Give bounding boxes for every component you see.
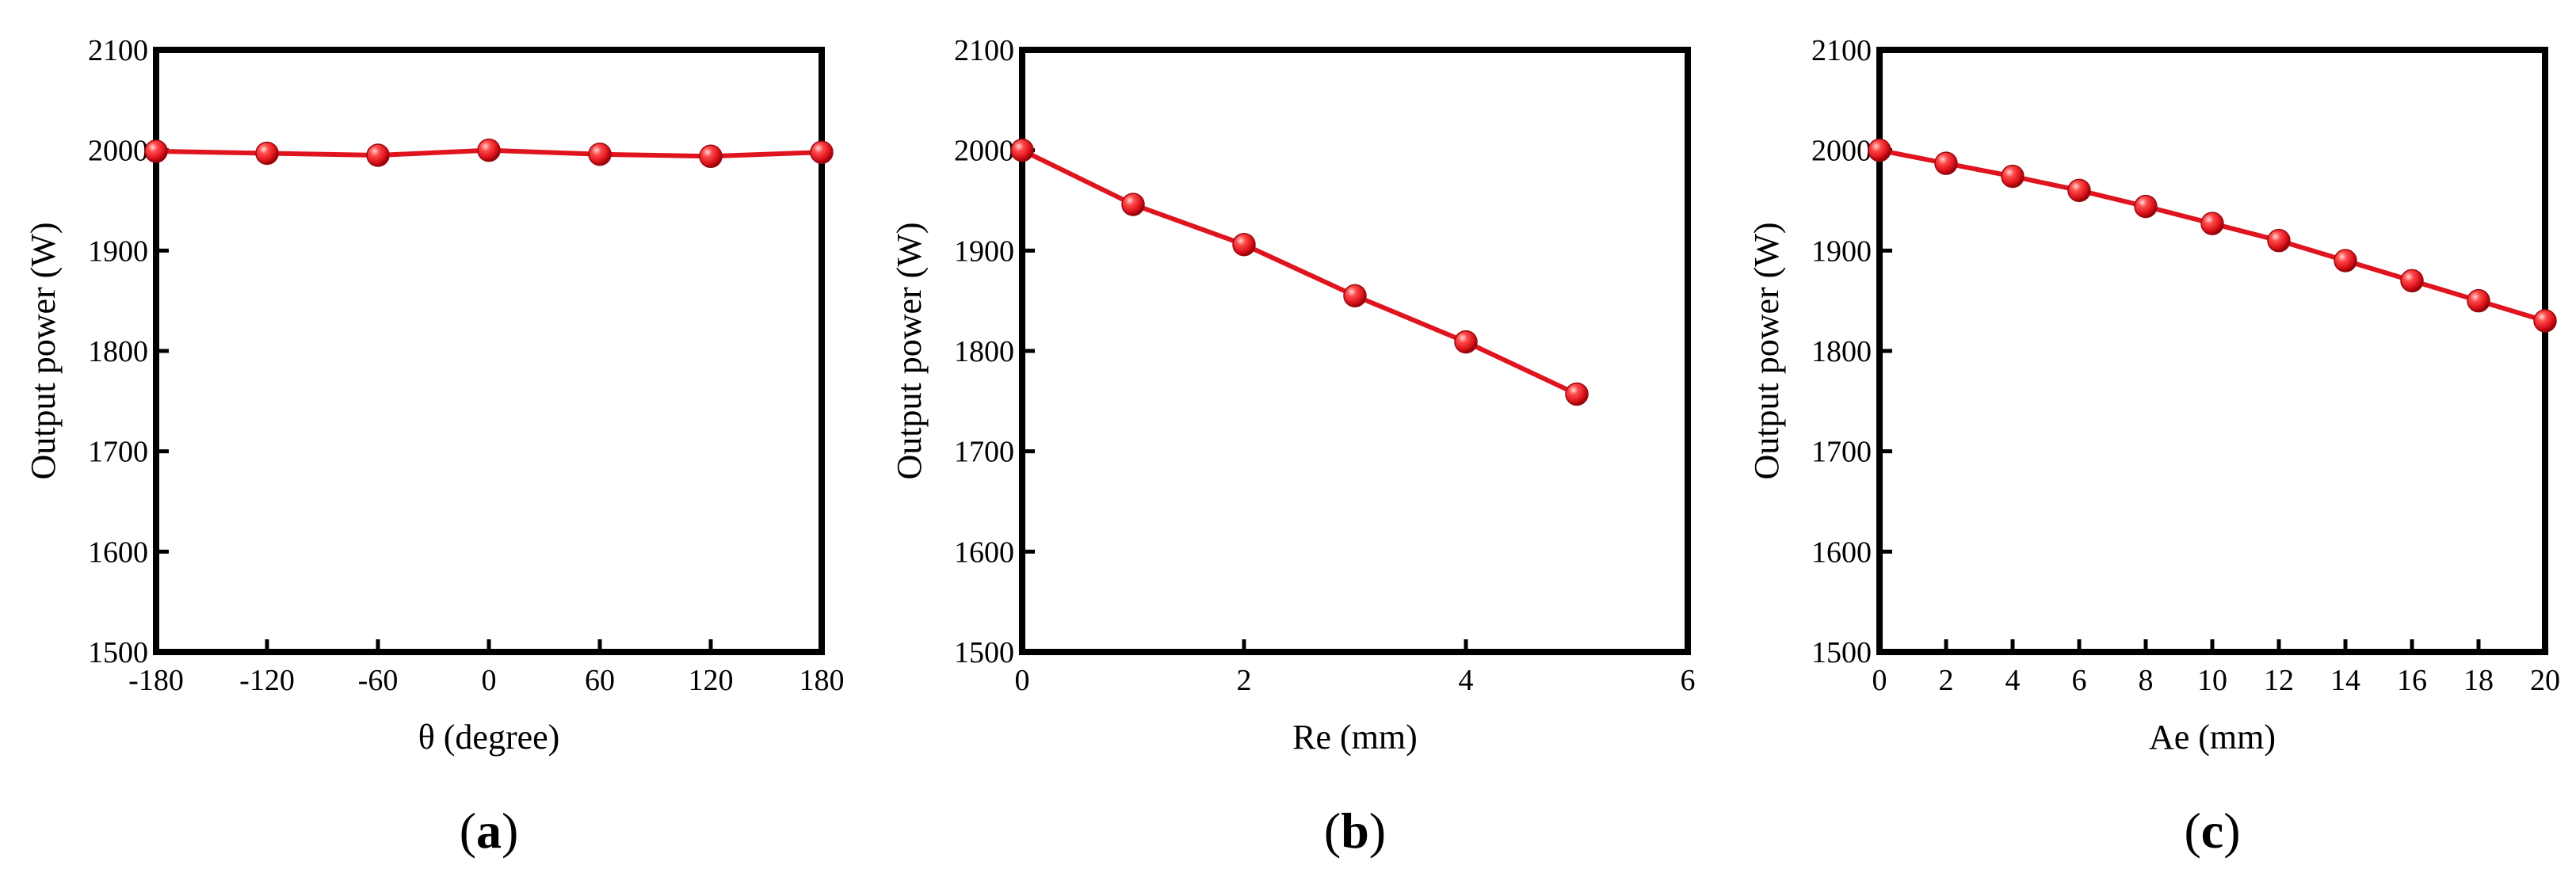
data-point [1121, 193, 1145, 216]
y-axis-label: Output power (W) [1747, 222, 1786, 479]
x-tick-label: 4 [1459, 664, 1474, 697]
panel-label: (a) [460, 802, 519, 859]
data-point [1343, 284, 1367, 308]
x-tick-label: 0 [1015, 664, 1030, 697]
y-tick-label: 1700 [1811, 436, 1872, 469]
data-point [588, 142, 612, 166]
y-tick-label: 1500 [1811, 636, 1872, 669]
y-axis-label: Output power (W) [890, 222, 929, 479]
x-tick-label: 2 [1237, 664, 1252, 697]
data-point [1868, 138, 1891, 162]
y-axis-label: Output power (W) [24, 222, 63, 479]
data-point [2200, 212, 2224, 235]
y-tick-label: 1800 [88, 335, 148, 368]
x-tick-label: 8 [2139, 664, 2154, 697]
x-axis-label: Re (mm) [1292, 718, 1418, 757]
series-line [1879, 147, 2546, 323]
x-tick-label: 18 [2463, 664, 2494, 697]
y-tick-label: 1800 [1811, 335, 1872, 368]
y-tick-label: 1600 [1811, 536, 1872, 569]
y-tick-label: 1900 [1811, 234, 1872, 268]
data-point [1010, 138, 1034, 162]
data-point [2467, 288, 2490, 313]
data-point [477, 138, 501, 162]
y-tick-label: 1900 [954, 234, 1014, 268]
y-tick-label: 1600 [88, 536, 148, 569]
data-point [1454, 330, 1478, 354]
x-tick-label: 180 [800, 664, 845, 697]
x-tick-label: 2 [1939, 664, 1954, 697]
x-tick-label: -120 [239, 664, 295, 697]
x-tick-label: 12 [2264, 664, 2294, 697]
y-tick-label: 1600 [954, 536, 1014, 569]
y-tick-label: 1900 [88, 234, 148, 268]
y-tick-label: 2000 [88, 135, 148, 168]
x-tick-label: 4 [2005, 664, 2021, 697]
chart-panel: 1500 1600 1700 1800 1900 2000 2100 -180 -120 -60 0… [24, 34, 845, 859]
series-line [1021, 147, 1578, 397]
x-tick-label: -60 [358, 664, 399, 697]
plot-frame [1019, 47, 1691, 655]
y-tick-label: 2100 [954, 34, 1014, 67]
data-point [2533, 309, 2557, 333]
data-point [2267, 228, 2291, 253]
y-tick-label: 1500 [88, 636, 148, 669]
data-point [810, 140, 834, 164]
data-point [1934, 151, 1958, 175]
x-tick-label: 60 [585, 664, 615, 697]
y-tick-label: 1700 [954, 436, 1014, 469]
data-point [2001, 164, 2025, 189]
data-point [144, 139, 168, 163]
data-point [1232, 232, 1256, 257]
x-tick-label: 120 [689, 664, 734, 697]
chart-panel: 1500 1600 1700 1800 1900 2000 2100 0 2 4 6 Re (mm) O… [890, 34, 1696, 859]
x-tick-label: 14 [2330, 664, 2360, 697]
x-axis-label: Ae (mm) [2149, 718, 2276, 757]
x-tick-label: 0 [1872, 664, 1887, 697]
x-tick-label: 0 [482, 664, 497, 697]
panel-label: (b) [1324, 802, 1386, 859]
data-point [255, 141, 279, 166]
data-point [1565, 382, 1589, 406]
y-tick-label: 1500 [954, 636, 1014, 669]
data-point [366, 143, 390, 167]
data-point [2334, 249, 2357, 273]
data-point [2400, 269, 2424, 293]
data-point [2134, 194, 2158, 219]
y-tick-label: 2000 [1811, 135, 1872, 168]
x-tick-label: 16 [2397, 664, 2427, 697]
x-tick-label: 6 [1681, 664, 1696, 697]
x-tick-label: -180 [128, 664, 184, 697]
data-point [699, 144, 723, 169]
data-point [2067, 178, 2091, 203]
x-tick-label: 6 [2072, 664, 2087, 697]
x-tick-label: 20 [2530, 664, 2560, 697]
y-tick-label: 2000 [954, 135, 1014, 168]
plot-frame [1876, 47, 2548, 655]
y-tick-label: 1700 [88, 436, 148, 469]
y-tick-label: 1800 [954, 335, 1014, 368]
chart-panel: 1500 1600 1700 1800 1900 2000 2100 0 2 4 6 8 10 12 14 1… [1747, 34, 2560, 859]
y-tick-label: 2100 [1811, 34, 1872, 67]
x-axis-label: θ (degree) [418, 718, 560, 757]
y-tick-label: 2100 [88, 34, 148, 67]
x-tick-label: 10 [2197, 664, 2227, 697]
panel-label: (c) [2184, 802, 2240, 859]
